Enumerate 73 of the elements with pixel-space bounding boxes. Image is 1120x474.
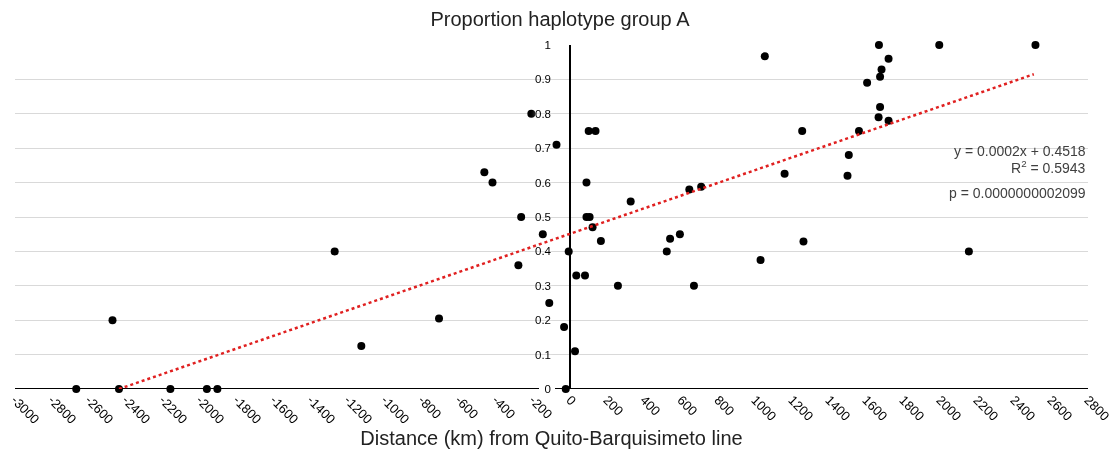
chart-title: Proportion haplotype group A	[430, 7, 691, 30]
point	[596, 237, 605, 246]
point	[876, 102, 885, 111]
x-tick-label: 800	[711, 392, 738, 419]
point	[685, 185, 694, 194]
point	[844, 151, 853, 160]
y-tick-label: 0.6	[535, 176, 551, 189]
point	[72, 385, 81, 393]
point	[626, 197, 635, 206]
point	[884, 116, 893, 125]
point	[166, 385, 175, 393]
y-tick-label: 1	[544, 39, 551, 52]
x-tick-label: 600	[674, 392, 701, 419]
y-tick-label: 0.7	[535, 142, 551, 155]
y-tick-label: 0.2	[535, 314, 551, 327]
point	[662, 247, 671, 256]
x-axis-title: Distance (km) from Quito-Barquisimeto line	[360, 426, 743, 449]
point	[689, 281, 698, 290]
y-tick-label: 0.3	[535, 279, 551, 292]
x-tick-label: -600	[452, 392, 482, 422]
point	[213, 385, 222, 393]
point	[560, 323, 569, 332]
point	[854, 127, 863, 135]
point	[613, 281, 622, 290]
x-tick-label: -800	[415, 392, 445, 422]
point	[517, 213, 526, 221]
point	[863, 78, 872, 87]
point	[564, 247, 573, 256]
point	[514, 261, 523, 270]
y-tick-label: 0.9	[535, 73, 551, 86]
point	[538, 230, 547, 239]
point	[799, 237, 808, 246]
point	[582, 178, 591, 187]
point	[202, 385, 211, 393]
point	[876, 72, 885, 81]
point	[964, 247, 973, 256]
point	[756, 256, 765, 264]
point	[675, 230, 684, 239]
point	[874, 41, 883, 49]
point	[843, 171, 852, 180]
x-tick-label: 0	[563, 392, 579, 409]
point	[884, 54, 893, 63]
x-tick-label: -400	[489, 392, 519, 422]
point	[935, 41, 944, 49]
point	[1031, 41, 1040, 49]
point	[666, 234, 675, 243]
point	[580, 271, 589, 280]
point	[798, 127, 807, 135]
annotation: R$^{2}$ = 0.5943	[1011, 158, 1086, 176]
y-tick-label: 0.8	[535, 107, 551, 120]
point	[877, 65, 886, 74]
y-tick-label: 0.4	[535, 245, 552, 258]
y-tick-label: 0.5	[535, 211, 551, 224]
point	[760, 52, 769, 61]
x-tick-label: 400	[637, 392, 664, 419]
point	[330, 247, 339, 256]
point	[591, 127, 600, 135]
point	[572, 271, 581, 280]
point	[488, 178, 497, 187]
point	[545, 299, 554, 307]
annotation: p = 0.0000000002099	[949, 185, 1086, 201]
x-tick-label: 200	[600, 392, 627, 419]
point	[874, 113, 883, 122]
point	[480, 168, 489, 177]
point	[357, 342, 366, 350]
point	[561, 385, 570, 393]
point	[435, 314, 444, 323]
point	[108, 316, 117, 325]
point	[584, 127, 593, 135]
point	[571, 347, 579, 356]
point	[780, 169, 789, 178]
annotation: y = 0.0002x + 0.4518	[954, 143, 1086, 159]
y-tick-label: 0.1	[535, 348, 551, 361]
